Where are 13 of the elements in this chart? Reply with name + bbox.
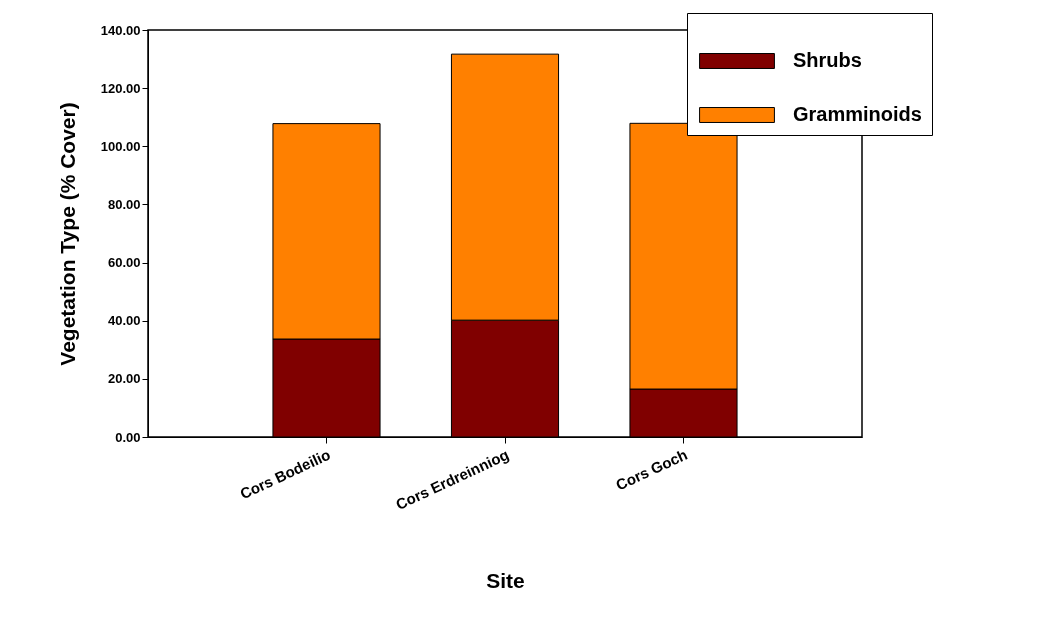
y-tick-label: 120.00 — [100, 80, 141, 96]
legend-label: Gramminoids — [793, 103, 922, 125]
y-tick-label: 20.00 — [107, 371, 141, 387]
legend-label: Shrubs — [793, 49, 862, 71]
y-tick-label: 60.00 — [107, 255, 141, 271]
x-tick-label: Cors Goch — [613, 445, 690, 494]
y-tick-label: 80.00 — [107, 196, 141, 212]
y-tick-label: 100.00 — [100, 138, 141, 154]
y-axis-title: Vegetation Type (% Cover) — [55, 102, 79, 366]
y-tick-label: 40.00 — [107, 313, 141, 329]
x-axis-title: Site — [486, 568, 525, 592]
y-tick-label: 0.00 — [115, 429, 141, 445]
y-tick-label: 140.00 — [100, 22, 141, 38]
